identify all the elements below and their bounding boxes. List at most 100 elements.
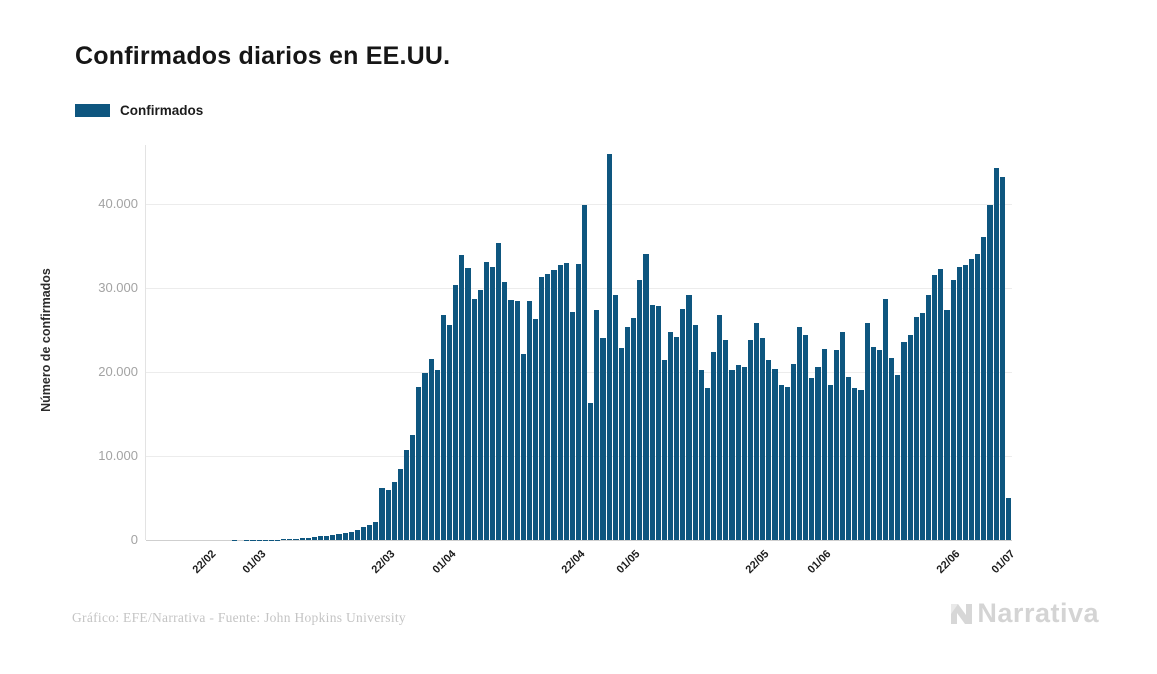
bar [870,346,876,540]
bar [293,539,299,540]
x-tick-label: 01/06 [805,548,834,576]
bar [612,294,618,540]
bar [496,243,502,540]
y-tick-label: 30.000 [98,280,138,295]
bar [913,316,919,540]
bar [459,254,465,540]
bar [944,309,950,540]
bar [360,527,367,540]
bar [453,285,459,540]
bar [858,390,864,540]
bar [987,204,993,540]
bar [324,535,330,540]
bar [391,482,397,540]
bar [545,273,551,540]
x-tick-label: 01/05 [614,548,643,576]
bar [717,314,723,540]
bar [477,290,483,540]
footer-credit: Gráfico: EFE/Narrativa - Fuente: John Ho… [72,610,406,625]
bar [969,258,975,540]
x-tick-label: 22/04 [559,548,588,576]
bar [981,236,987,540]
narrativa-logo-text: Narrativa [977,598,1099,628]
bar [526,301,532,540]
bar [348,532,354,540]
bar [950,279,956,540]
bar [489,267,496,540]
bar [797,326,803,540]
legend-swatch [75,104,110,117]
bar [790,363,797,540]
bar [483,261,489,540]
bar [680,309,686,540]
bar [827,385,833,540]
narrativa-logo: Narrativa [949,598,1099,629]
bar [735,365,741,540]
bar [876,350,883,540]
x-tick-label: 22/05 [743,548,772,576]
bar [557,265,563,540]
bar [373,522,379,540]
bar [723,340,729,540]
bar [778,385,784,540]
bar [281,539,287,540]
bar [692,324,698,540]
bar [582,204,588,540]
bar [287,539,293,540]
bar [600,338,606,540]
bar [594,309,600,540]
bar [367,524,373,540]
bar [569,312,575,540]
bar [993,168,999,540]
bar [397,468,403,540]
bar [532,319,539,540]
bar [815,366,821,540]
bar [311,537,317,540]
bar [999,176,1005,540]
bar [299,537,305,540]
bar [864,323,870,540]
bar [440,314,446,540]
bar [379,487,385,540]
bar [741,366,747,540]
x-tick-label: 01/04 [430,548,459,576]
bar [1005,498,1011,540]
bar [434,369,440,540]
bar [907,335,913,540]
bar [661,360,668,540]
bar [686,294,692,540]
bar [704,388,711,540]
bar [410,435,416,540]
x-tick-label: 22/03 [369,548,398,576]
bar [471,298,477,540]
bar [766,360,772,540]
bar [563,262,569,540]
bar [754,323,760,540]
bar [956,267,962,540]
bar [618,348,625,540]
bar [821,349,827,540]
bar [606,153,612,540]
bar [975,254,981,540]
bar [655,306,661,540]
bar [889,357,895,540]
y-tick-label: 20.000 [98,364,138,379]
bar [926,294,932,540]
x-tick-label: 01/07 [989,548,1018,576]
bar [416,386,422,540]
y-tick-label: 0 [130,532,138,547]
bar [760,338,766,540]
bar [901,341,907,540]
bar [342,532,348,540]
bar [354,529,360,540]
bar [305,537,311,540]
bar [502,281,508,540]
bar [840,331,846,540]
bar [784,387,790,540]
bar [317,536,324,540]
bar [643,253,649,540]
bar [465,268,471,540]
gridline [146,540,1012,541]
bar [668,331,674,540]
bar [403,450,410,540]
